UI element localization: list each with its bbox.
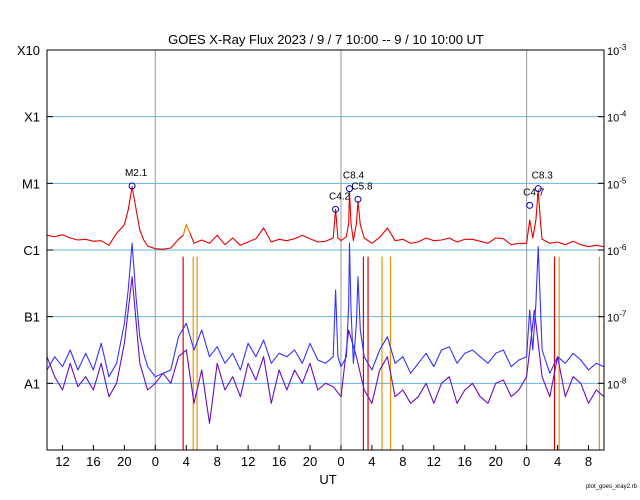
x-tick-label: 8 (214, 454, 221, 469)
flare-label: C5.8 (351, 181, 373, 192)
y-tick-label-left: M1 (22, 176, 40, 191)
flare-label: C8.4 (343, 171, 365, 182)
x-tick-label: 0 (337, 454, 344, 469)
flare-marker (526, 201, 534, 209)
flare-marker (345, 185, 353, 193)
x-tick-label: 4 (368, 454, 375, 469)
y-tick-label-left: B1 (24, 310, 40, 325)
series-layer (46, 186, 605, 450)
series-line-short2 (46, 276, 605, 424)
flare-marker (128, 182, 136, 190)
x-tick-label: 4 (183, 454, 190, 469)
footer-text: plot_goes_xray2.rb (586, 484, 638, 490)
flare-label: C8.3 (532, 171, 554, 182)
flare-marker (354, 195, 362, 203)
grid (47, 50, 604, 450)
x-tick-label: 12 (427, 454, 441, 469)
x-tick-label: 16 (86, 454, 100, 469)
x-tick-label: 20 (303, 454, 317, 469)
y-tick-label-left: A1 (24, 376, 40, 391)
x-tick-label: 8 (399, 454, 406, 469)
x-tick-label: 16 (272, 454, 286, 469)
series-line-orange (182, 222, 191, 236)
x-tick-label: 20 (488, 454, 502, 469)
flare-label: M2.1 (125, 168, 148, 179)
flare-layer: M2.1 C4.2 C8.4C5.8 C4.7 C8.3 (125, 168, 554, 213)
y-tick-label-left: X10 (17, 43, 40, 58)
x-tick-label: 0 (152, 454, 159, 469)
x-axis-label: UT (319, 472, 336, 487)
x-tick-label: 0 (523, 454, 530, 469)
series-line-long (46, 186, 605, 250)
y-tick-label-left: C1 (23, 243, 40, 258)
flare-label: C4.7 (523, 187, 545, 198)
flare-marker (332, 205, 340, 213)
x-tick-label: 8 (585, 454, 592, 469)
chart-title: GOES X-Ray Flux 2023 / 9 / 7 10:00 -- 9 … (168, 32, 484, 47)
y-tick-label-left: X1 (24, 110, 40, 125)
x-tick-label: 12 (241, 454, 255, 469)
x-tick-label: 20 (117, 454, 131, 469)
flare-marker (534, 185, 542, 193)
x-tick-label: 12 (55, 454, 69, 469)
series-line-short (46, 242, 605, 378)
x-tick-label: 4 (554, 454, 561, 469)
flare-label: C4.2 (329, 191, 351, 202)
x-tick-label: 16 (458, 454, 472, 469)
